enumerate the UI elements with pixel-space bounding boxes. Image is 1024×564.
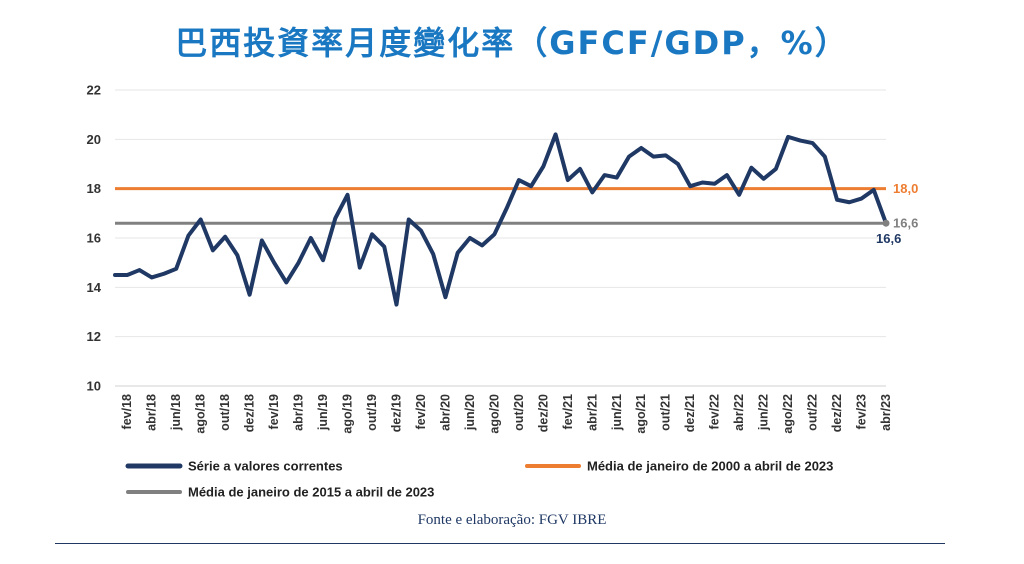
y-tick-label: 22 xyxy=(87,83,101,98)
reference-label-18: 18,0 xyxy=(893,181,918,196)
x-tick-label: fev/18 xyxy=(120,394,134,429)
source-note: Fonte e elaboração: FGV IBRE xyxy=(417,512,607,528)
x-tick-label: dez/21 xyxy=(683,394,697,432)
x-tick-label: abr/22 xyxy=(732,394,746,431)
series-end-label: 16,6 xyxy=(876,231,901,246)
y-tick-label: 16 xyxy=(87,231,101,246)
x-axis-ticks: fev/18 abr/18 jun/18 ago/18 out/18 dez/18 fev/… xyxy=(120,394,893,434)
x-tick-label: abr/23 xyxy=(879,394,893,431)
x-tick-label: jun/22 xyxy=(757,394,771,431)
x-tick-label: fev/23 xyxy=(855,394,869,429)
x-tick-label: ago/21 xyxy=(634,394,648,434)
x-tick-label: ago/22 xyxy=(781,394,795,434)
legend-item-series-label: Série a valores correntes xyxy=(188,459,343,474)
chart-title: 巴西投資率月度變化率（GFCF/GDP，%） xyxy=(175,24,849,62)
legend: Série a valores correntes Média de janeir… xyxy=(125,459,833,500)
end-point-marker xyxy=(882,219,890,227)
x-tick-label: fev/22 xyxy=(708,394,722,429)
x-tick-label: abr/20 xyxy=(438,394,452,431)
reference-label-16: 16,6 xyxy=(893,216,918,231)
x-tick-label: abr/19 xyxy=(292,394,306,431)
y-tick-label: 10 xyxy=(87,379,101,394)
series-line xyxy=(113,132,888,307)
x-tick-label: ago/18 xyxy=(194,394,208,434)
grid-lines xyxy=(115,89,886,387)
x-tick-label: dez/22 xyxy=(830,394,844,432)
x-tick-label: out/21 xyxy=(659,394,673,431)
x-tick-label: jun/18 xyxy=(169,394,183,431)
y-tick-label: 14 xyxy=(87,280,102,295)
y-axis-ticks: 10 12 14 16 18 20 22 xyxy=(87,83,102,394)
y-tick-label: 20 xyxy=(87,132,101,147)
x-tick-label: dez/18 xyxy=(243,394,257,432)
x-tick-label: fev/20 xyxy=(414,394,428,429)
x-tick-label: ago/19 xyxy=(341,394,355,434)
x-tick-label: out/19 xyxy=(365,394,379,431)
x-tick-label: out/18 xyxy=(218,394,232,431)
x-tick-label: fev/19 xyxy=(267,394,281,429)
x-tick-label: dez/20 xyxy=(536,394,550,432)
x-tick-label: abr/21 xyxy=(585,394,599,431)
x-tick-label: abr/18 xyxy=(145,394,159,431)
x-tick-label: out/20 xyxy=(512,394,526,431)
x-tick-label: ago/20 xyxy=(487,394,501,434)
x-tick-label: dez/19 xyxy=(389,394,403,432)
y-tick-label: 12 xyxy=(87,329,101,344)
end-labels: 18,0 16,616,6 xyxy=(876,181,918,246)
y-tick-label: 18 xyxy=(87,181,101,196)
legend-item-avg-2000-label: Média de janeiro de 2000 a abril de 2023 xyxy=(587,459,833,474)
x-tick-label: jun/19 xyxy=(316,394,330,431)
divider-line xyxy=(55,543,945,544)
legend-item-avg-2015-label: Média de janeiro de 2015 a abril de 2023 xyxy=(188,485,434,500)
x-tick-label: out/22 xyxy=(806,394,820,431)
x-tick-label: fev/21 xyxy=(561,394,575,429)
x-tick-label: jun/21 xyxy=(610,394,624,431)
series-layer xyxy=(113,132,890,307)
x-tick-label: jun/20 xyxy=(463,394,477,431)
